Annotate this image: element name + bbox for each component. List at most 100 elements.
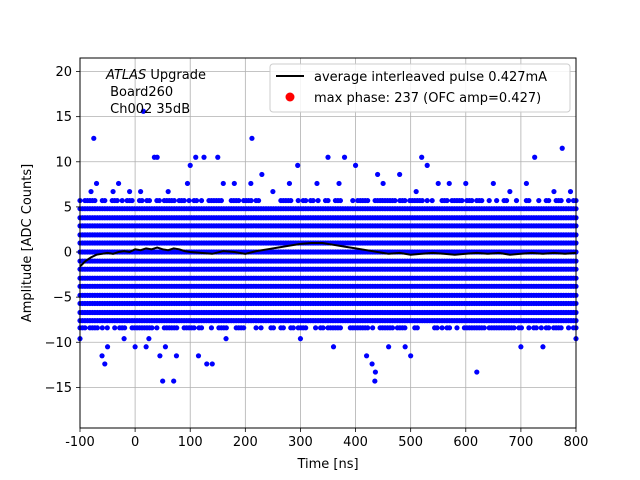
x-tick-label: -100: [65, 435, 95, 450]
scatter-point: [186, 197, 192, 204]
scatter-point-outlier: [419, 154, 425, 160]
scatter-point-outlier: [270, 188, 276, 195]
scatter-point: [191, 325, 197, 331]
scatter-point-outlier: [297, 336, 304, 342]
scatter-point-outlier: [314, 180, 320, 187]
scatter-point-outlier: [380, 180, 386, 187]
scatter-point-outlier: [523, 180, 530, 187]
x-tick-label: 300: [288, 435, 313, 450]
y-ticks: −15 −10 −5 0 5 10 15 20: [45, 65, 80, 396]
scatter-point: [444, 197, 450, 204]
scatter-point: [94, 325, 100, 331]
y-tick-label: 20: [55, 65, 72, 80]
scatter-point: [419, 197, 425, 204]
y-tick-label: 10: [55, 155, 72, 170]
scatter-point: [350, 197, 356, 204]
scatter-point: [310, 197, 316, 204]
x-tick-label: 500: [398, 435, 423, 450]
scatter-point: [481, 325, 487, 331]
scatter-point: [526, 197, 532, 204]
scatter-point: [503, 197, 510, 204]
annotation: ATLAS Upgrade Board260 Ch002 35dB: [105, 68, 206, 117]
scatter-point-outlier: [363, 353, 370, 359]
scatter-point: [236, 197, 242, 204]
scatter-point-outlier: [259, 171, 265, 178]
scatter-point: [536, 197, 542, 204]
scatter-point-outlier: [286, 180, 293, 187]
scatter-point: [365, 197, 371, 204]
scatter-point: [558, 197, 564, 204]
scatter-point-outlier: [115, 180, 122, 187]
scatter-point: [280, 325, 286, 331]
scatter-point-outlier: [330, 344, 337, 350]
scatter-point-outlier: [474, 369, 480, 375]
scatter-point: [389, 325, 396, 331]
scatter-point: [258, 325, 264, 331]
scatter-point-outlier: [223, 336, 229, 342]
scatter-point-outlier: [413, 188, 419, 195]
scatter-point-outlier: [209, 361, 215, 367]
blue-scatter-points: [77, 108, 579, 384]
scatter-point: [241, 325, 247, 331]
scatter-point-outlier: [375, 171, 381, 178]
scatter-point: [218, 197, 224, 204]
scatter-point: [303, 197, 309, 204]
scatter-point-outlier: [463, 180, 469, 187]
scatter-point-outlier: [532, 154, 538, 160]
scatter-point-outlier: [336, 180, 342, 187]
scatter-point: [122, 325, 128, 331]
x-ticks: -100 0 100 200 300 400 500 600 700 800: [65, 428, 588, 450]
scatter-point: [198, 325, 205, 331]
scatter-point-outlier: [154, 154, 160, 160]
scatter-point-outlier: [490, 180, 496, 187]
scatter-point: [223, 325, 229, 331]
scatter-point-outlier: [248, 180, 254, 187]
scatter-point-outlier: [397, 171, 403, 178]
scatter-point-outlier: [146, 336, 152, 342]
scatter-point: [320, 325, 326, 331]
x-axis-label: Time [ns]: [296, 457, 358, 472]
scatter-point-outlier: [295, 162, 301, 168]
scatter-point: [102, 197, 108, 204]
scatter-point-outlier: [325, 154, 331, 160]
scatter-point: [288, 197, 294, 204]
scatter-point-outlier: [162, 344, 169, 350]
scatter-point-outlier: [193, 154, 199, 160]
scatter-point: [370, 325, 376, 331]
scatter-point: [494, 197, 500, 204]
scatter-point-outlier: [187, 162, 193, 168]
scatter-point: [402, 325, 408, 331]
y-tick-label: −15: [45, 381, 72, 396]
x-tick-label: 200: [233, 435, 258, 450]
scatter-point: [325, 197, 331, 204]
annotation-line-1: ATLAS Upgrade: [105, 68, 206, 83]
scatter-point: [337, 197, 343, 204]
legend-entry-average-pulse: average interleaved pulse 0.427mA: [314, 70, 547, 85]
scatter-point-outlier: [127, 188, 133, 195]
scatter-point: [424, 197, 430, 204]
scatter-point: [439, 325, 445, 331]
scatter-point: [402, 197, 408, 204]
scatter-point-outlier: [102, 361, 108, 367]
scatter-point-outlier: [184, 180, 191, 187]
scatter-point-outlier: [220, 180, 226, 187]
scatter-point: [526, 325, 532, 331]
average-pulse-polyline: [79, 242, 577, 268]
scatter-point-outlier: [424, 162, 430, 168]
scatter-point-outlier: [160, 378, 166, 384]
scatter-point-outlier: [121, 336, 127, 342]
scatter-point-outlier: [249, 135, 255, 141]
scatter-point: [99, 325, 105, 331]
scatter-point: [198, 197, 205, 204]
y-tick-label: 15: [55, 110, 72, 125]
scatter-point: [365, 325, 371, 331]
scatter-point: [446, 325, 453, 331]
annotation-line-2: Board260: [106, 85, 173, 100]
scatter-point-outlier: [369, 361, 375, 367]
scatter-point: [92, 197, 98, 204]
scatter-point: [518, 325, 525, 331]
scatter-point-outlier: [99, 353, 105, 359]
scatter-point-outlier: [173, 353, 180, 359]
scatter-point: [290, 325, 296, 331]
